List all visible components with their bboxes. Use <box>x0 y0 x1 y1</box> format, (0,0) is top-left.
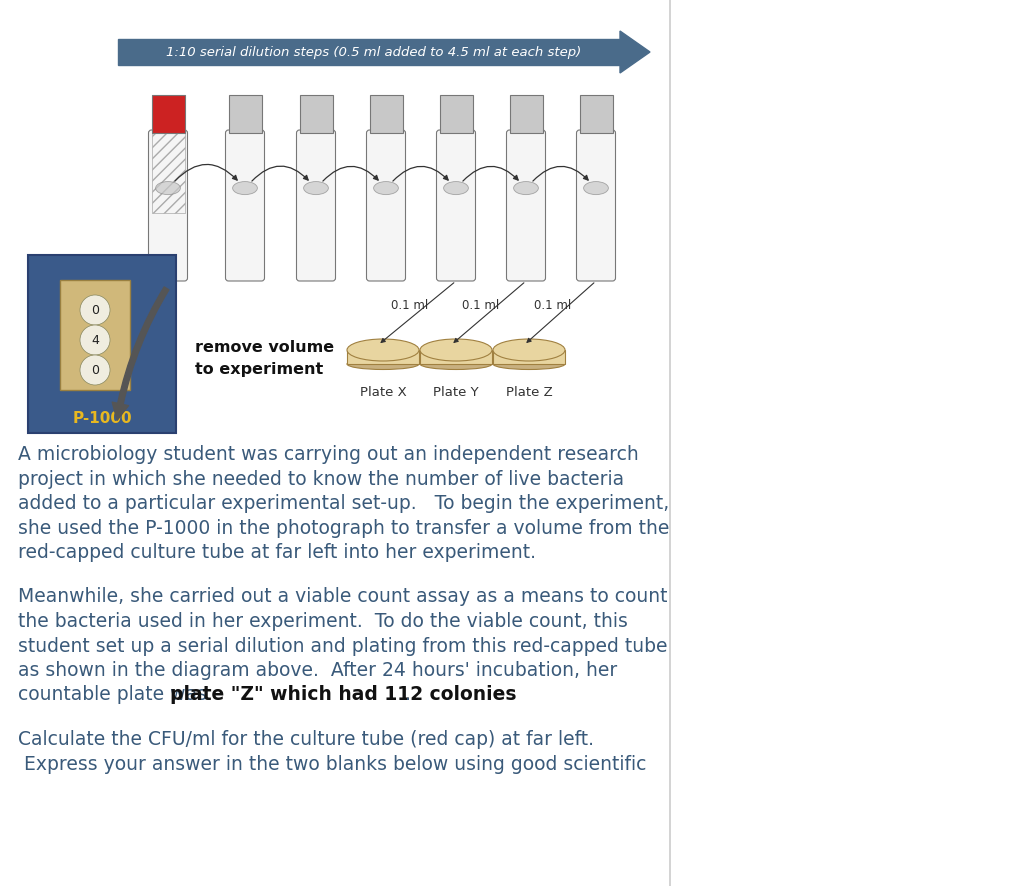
Text: red-capped culture tube at far left into her experiment.: red-capped culture tube at far left into… <box>18 543 536 562</box>
Text: she used the P-1000 in the photograph to transfer a volume from the: she used the P-1000 in the photograph to… <box>18 518 670 538</box>
Ellipse shape <box>347 339 419 361</box>
FancyArrowPatch shape <box>532 167 588 181</box>
Text: 1:10 serial dilution steps (0.5 ml added to 4.5 ml at each step): 1:10 serial dilution steps (0.5 ml added… <box>166 45 582 58</box>
FancyArrowPatch shape <box>175 165 238 181</box>
Text: Plate X: Plate X <box>359 386 407 399</box>
Text: Meanwhile, she carried out a viable count assay as a means to count: Meanwhile, she carried out a viable coun… <box>18 587 668 607</box>
Ellipse shape <box>232 182 257 195</box>
Text: A microbiology student was carrying out an independent research: A microbiology student was carrying out … <box>18 445 639 464</box>
Bar <box>493 350 565 364</box>
Ellipse shape <box>514 182 539 195</box>
Text: to experiment: to experiment <box>195 362 324 377</box>
FancyArrowPatch shape <box>393 167 449 181</box>
Bar <box>347 350 419 364</box>
Bar <box>370 95 402 133</box>
FancyArrowPatch shape <box>381 283 454 343</box>
Ellipse shape <box>374 182 398 195</box>
FancyBboxPatch shape <box>577 130 615 281</box>
Ellipse shape <box>584 182 608 195</box>
Text: Calculate the CFU/ml for the culture tube (red cap) at far left.: Calculate the CFU/ml for the culture tub… <box>18 730 594 749</box>
Text: remove volume: remove volume <box>195 340 334 355</box>
Bar <box>118 39 620 65</box>
Text: countable plate was: countable plate was <box>18 686 213 704</box>
Bar <box>228 95 261 133</box>
Text: 0.1 ml: 0.1 ml <box>391 299 428 312</box>
FancyBboxPatch shape <box>436 130 475 281</box>
Text: project in which she needed to know the number of live bacteria: project in which she needed to know the … <box>18 470 624 488</box>
Text: 0: 0 <box>91 363 99 377</box>
Text: Plate Z: Plate Z <box>506 386 552 399</box>
Ellipse shape <box>347 359 419 369</box>
Text: 4: 4 <box>91 333 99 346</box>
Text: as shown in the diagram above.  After 24 hours' incubation, her: as shown in the diagram above. After 24 … <box>18 661 617 680</box>
Text: .: . <box>406 686 411 704</box>
FancyBboxPatch shape <box>507 130 546 281</box>
FancyBboxPatch shape <box>367 130 406 281</box>
FancyArrowPatch shape <box>113 287 169 420</box>
FancyArrowPatch shape <box>463 167 518 181</box>
Bar <box>152 133 184 213</box>
Text: Express your answer in the two blanks below using good scientific: Express your answer in the two blanks be… <box>18 755 646 773</box>
Bar <box>299 95 333 133</box>
Text: student set up a serial dilution and plating from this red-capped tube: student set up a serial dilution and pla… <box>18 636 668 656</box>
Ellipse shape <box>304 182 329 195</box>
Circle shape <box>80 295 110 325</box>
Text: plate "Z" which had 112 colonies: plate "Z" which had 112 colonies <box>170 686 516 704</box>
FancyBboxPatch shape <box>148 130 187 281</box>
FancyBboxPatch shape <box>297 130 336 281</box>
Bar <box>420 350 492 364</box>
Bar <box>510 95 543 133</box>
Ellipse shape <box>420 359 492 369</box>
Text: 0.1 ml: 0.1 ml <box>534 299 571 312</box>
Ellipse shape <box>156 182 180 195</box>
Text: Plate Y: Plate Y <box>433 386 479 399</box>
Bar <box>60 280 130 390</box>
Text: added to a particular experimental set-up.   To begin the experiment,: added to a particular experimental set-u… <box>18 494 670 513</box>
FancyBboxPatch shape <box>225 130 264 281</box>
Bar <box>580 95 612 133</box>
FancyArrowPatch shape <box>454 283 524 342</box>
Text: 0.1 ml: 0.1 ml <box>463 299 500 312</box>
FancyArrowPatch shape <box>527 283 594 342</box>
Ellipse shape <box>493 359 565 369</box>
Ellipse shape <box>493 339 565 361</box>
Ellipse shape <box>443 182 468 195</box>
Bar <box>152 95 184 133</box>
Ellipse shape <box>420 339 492 361</box>
Bar <box>28 255 176 433</box>
FancyArrowPatch shape <box>323 167 378 181</box>
Circle shape <box>80 325 110 355</box>
FancyArrowPatch shape <box>252 166 308 181</box>
Circle shape <box>80 355 110 385</box>
Bar <box>439 95 472 133</box>
Text: P-1000: P-1000 <box>72 410 132 425</box>
Text: 0: 0 <box>91 304 99 316</box>
Polygon shape <box>620 31 650 73</box>
Text: the bacteria used in her experiment.  To do the viable count, this: the bacteria used in her experiment. To … <box>18 612 628 631</box>
